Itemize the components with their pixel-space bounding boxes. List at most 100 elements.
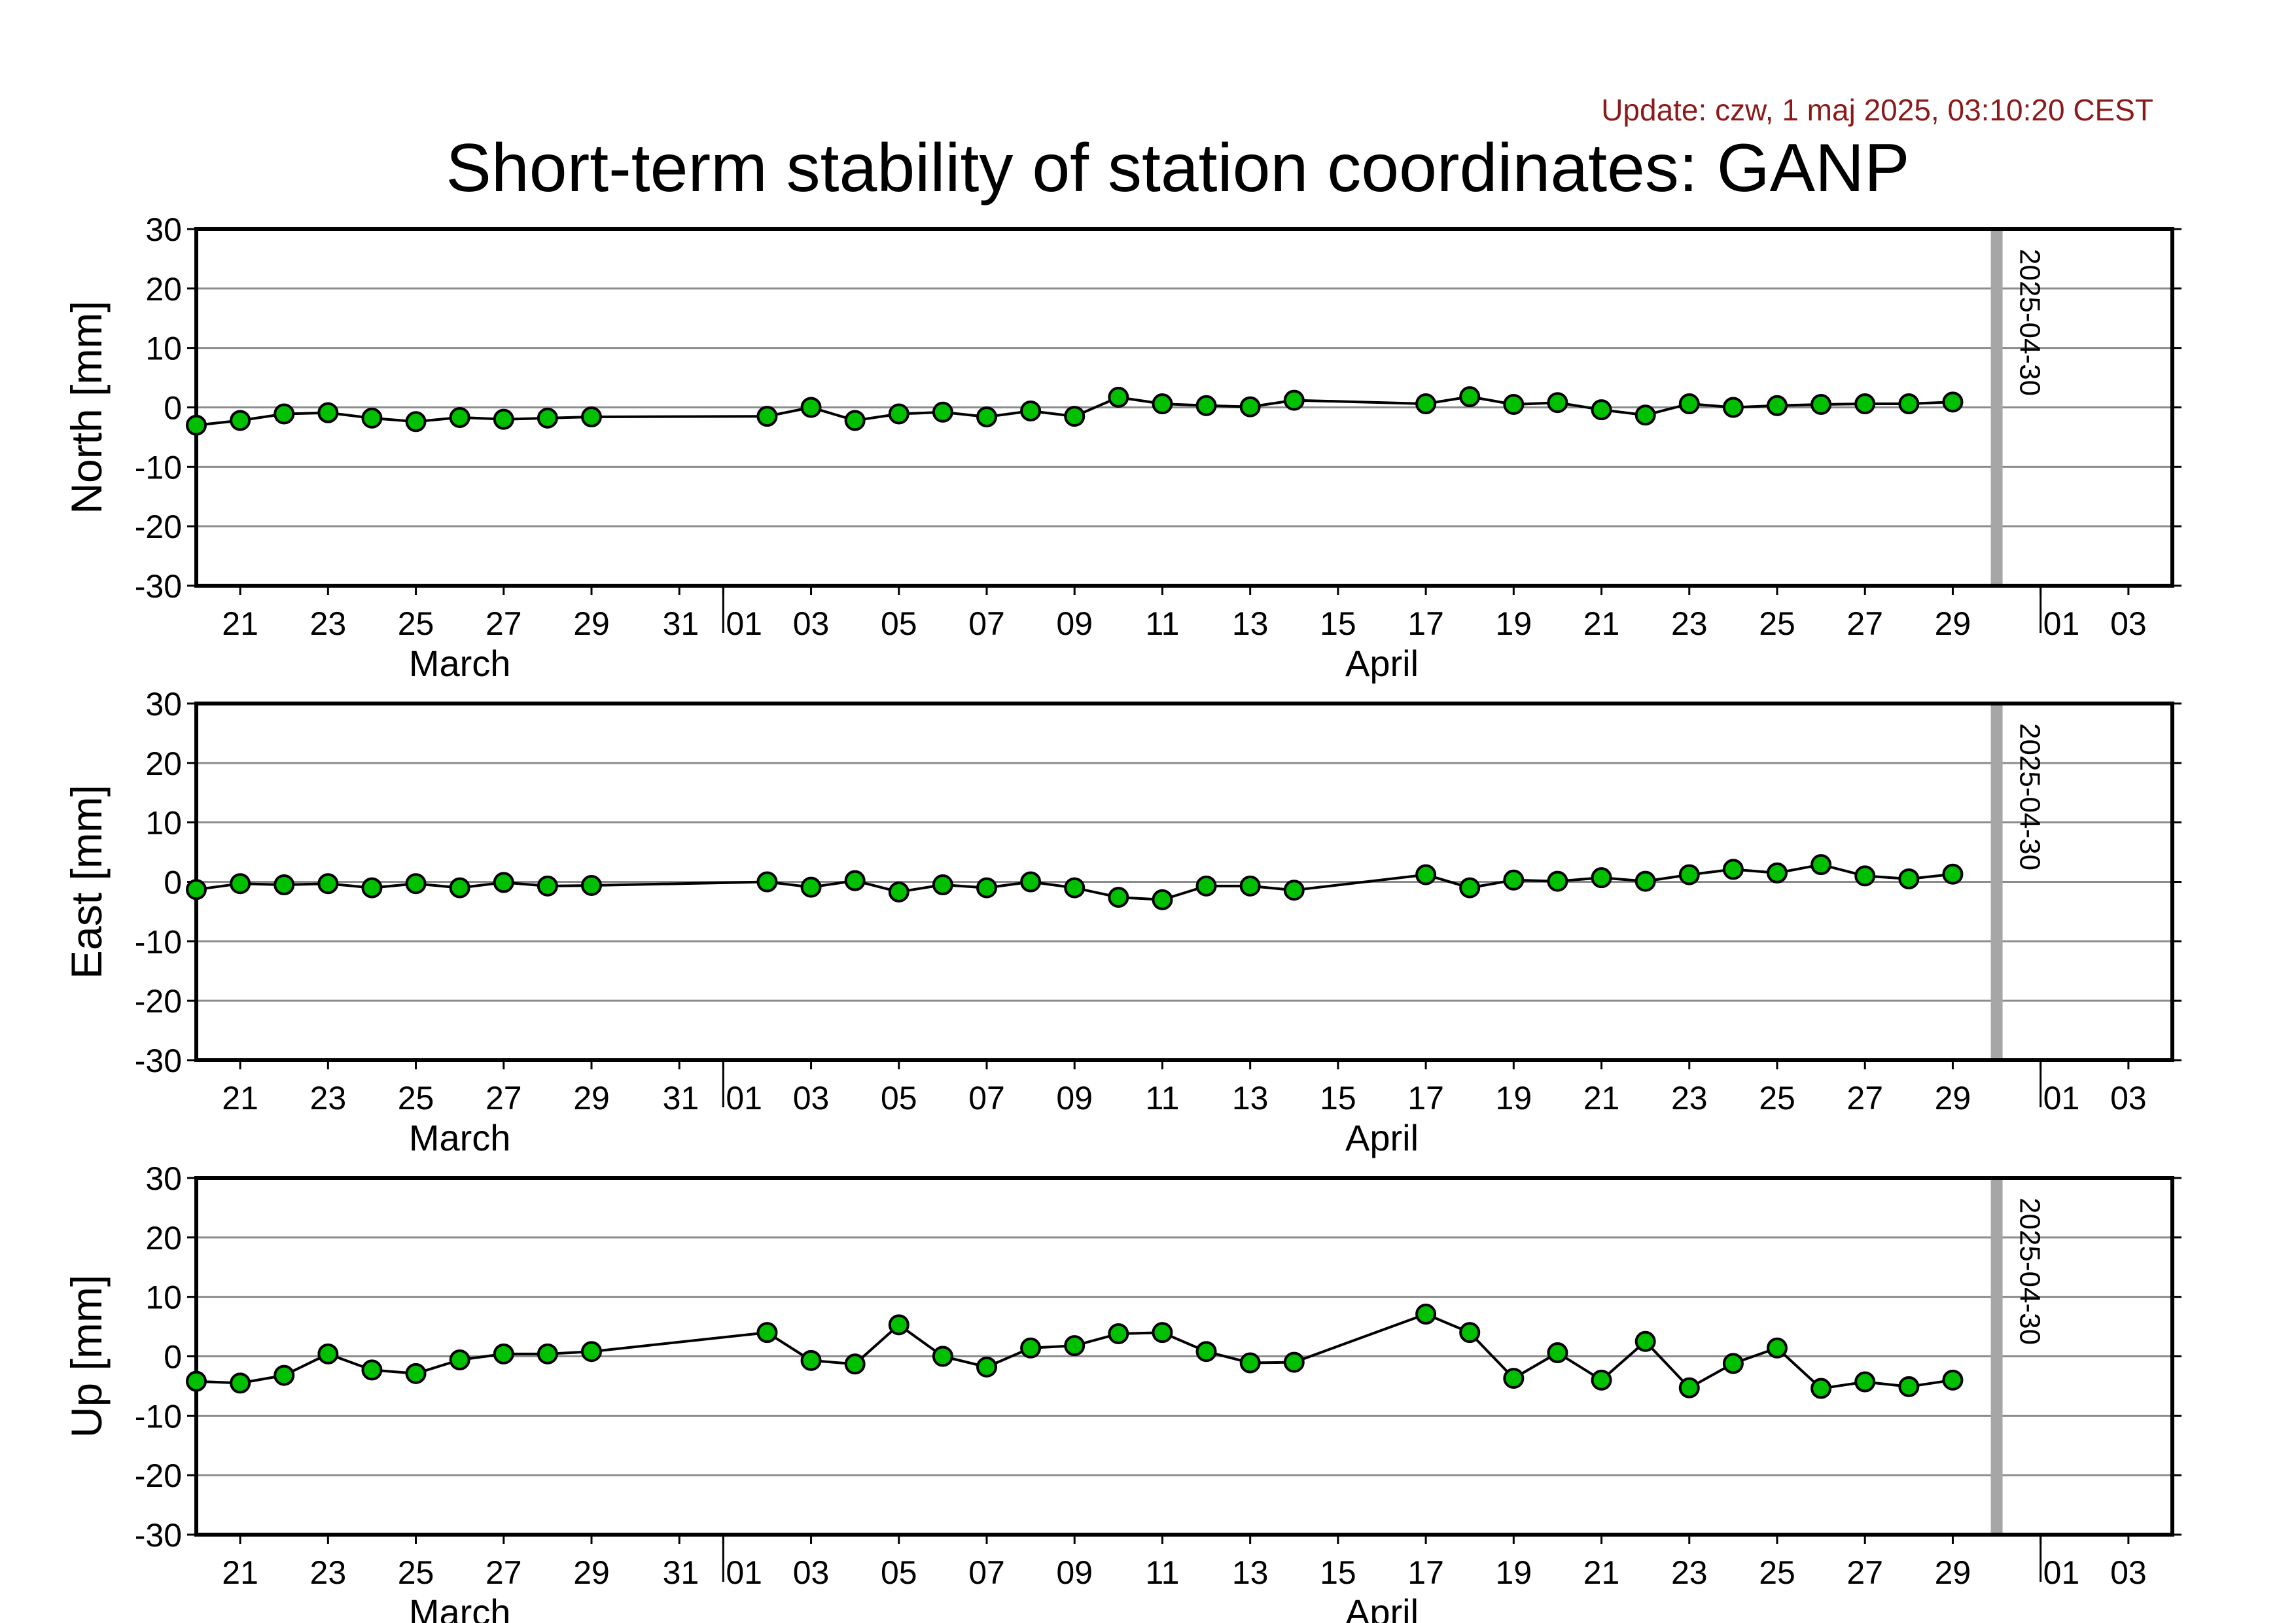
data-point xyxy=(230,873,251,895)
x-tick-label: 03 xyxy=(793,1554,830,1591)
x-tick-label: 07 xyxy=(968,1554,1005,1591)
x-tick-label: 01 xyxy=(2043,1554,2080,1591)
y-tick-label: 20 xyxy=(145,1220,182,1257)
x-tick-label: 23 xyxy=(310,1554,347,1591)
x-tick-label: 29 xyxy=(1935,1554,1971,1591)
x-tick-label: 03 xyxy=(793,1080,830,1116)
y-tick-label: 0 xyxy=(164,390,182,427)
x-tick-label: 23 xyxy=(310,605,347,642)
y-axis-label: North [mm] xyxy=(62,300,111,514)
x-tick-label: 27 xyxy=(486,1554,522,1591)
x-tick-label: 07 xyxy=(968,1080,1005,1116)
x-tick-label: 17 xyxy=(1407,1080,1444,1116)
data-point xyxy=(1678,393,1700,415)
data-point xyxy=(1591,1369,1612,1391)
x-tick-label: 21 xyxy=(222,1080,258,1116)
data-point xyxy=(844,870,866,891)
x-tick-label: 17 xyxy=(1407,605,1444,642)
data-point xyxy=(186,879,207,901)
data-point xyxy=(317,402,339,423)
x-tick-label: 15 xyxy=(1320,1080,1356,1116)
data-point xyxy=(756,1322,778,1344)
x-tick-label: 25 xyxy=(398,1554,434,1591)
x-tick-label: 27 xyxy=(486,605,522,642)
panels-container: 30 20 10 0 -10 -20 -30 North [mm] 2025-04-30 21 23… xyxy=(62,211,2181,1623)
x-tick-label: 09 xyxy=(1056,605,1093,642)
x-tick-label: 25 xyxy=(1759,1554,1795,1591)
x-tick-label: 05 xyxy=(881,1554,917,1591)
data-point xyxy=(1195,1341,1217,1363)
data-point xyxy=(1898,868,1920,889)
data-point xyxy=(932,874,953,896)
data-point xyxy=(1591,399,1612,421)
y-tick-label: -20 xyxy=(135,508,182,545)
y-tick-label: 30 xyxy=(145,686,182,722)
marker-label: 2025-04-30 xyxy=(2014,1198,2046,1345)
y-tick-label: 20 xyxy=(145,271,182,308)
data-point xyxy=(1810,1378,1832,1399)
data-point xyxy=(1108,387,1129,408)
data-point xyxy=(581,874,602,896)
data-point xyxy=(361,407,383,429)
x-tick-label: 27 xyxy=(486,1080,522,1116)
x-tick-label: 01 xyxy=(2043,605,2080,642)
marker-label: 2025-04-30 xyxy=(2014,723,2046,870)
x-tick-label: 25 xyxy=(1759,1080,1795,1116)
data-point xyxy=(1942,863,1964,885)
data-point xyxy=(976,406,997,428)
x-tick-label: 25 xyxy=(398,605,434,642)
data-point xyxy=(1239,1352,1261,1374)
data-point xyxy=(1678,1377,1700,1399)
data-point xyxy=(888,403,910,425)
data-point xyxy=(1020,400,1042,421)
data-point xyxy=(932,1346,953,1367)
data-point xyxy=(1283,880,1305,901)
month-label: March xyxy=(409,1592,511,1623)
x-tick-label: 21 xyxy=(222,605,258,642)
x-tick-label: 05 xyxy=(881,1080,917,1116)
x-tick-label: 01 xyxy=(726,1080,762,1116)
data-point xyxy=(1942,391,1964,413)
data-point xyxy=(361,1359,383,1381)
x-tick-label: 09 xyxy=(1056,1080,1093,1116)
data-point xyxy=(1547,392,1568,414)
data-point xyxy=(581,1341,602,1363)
data-point xyxy=(1195,875,1217,897)
data-point xyxy=(1064,406,1086,427)
y-axis-label: East [mm] xyxy=(62,785,111,979)
x-tick-label: 25 xyxy=(398,1080,434,1116)
data-point xyxy=(888,1314,910,1336)
x-tick-label: 11 xyxy=(1145,605,1179,642)
x-tick-label: 15 xyxy=(1320,605,1356,642)
x-tick-label: 29 xyxy=(573,1080,610,1116)
data-point xyxy=(1854,393,1876,415)
data-point xyxy=(1239,875,1261,897)
y-tick-label: 20 xyxy=(145,745,182,782)
data-point xyxy=(1810,393,1832,415)
x-tick-label: 13 xyxy=(1232,1554,1269,1591)
x-tick-label: 29 xyxy=(1935,1080,1971,1116)
month-label: March xyxy=(409,1117,511,1158)
month-label: April xyxy=(1345,1117,1419,1158)
y-tick-label: -30 xyxy=(135,1517,182,1554)
data-point xyxy=(1195,395,1217,416)
x-tick-label: 21 xyxy=(1583,1554,1620,1591)
data-point xyxy=(756,406,778,427)
x-tick-label: 01 xyxy=(2043,1080,2080,1116)
x-tick-label: 19 xyxy=(1496,1554,1532,1591)
data-point xyxy=(888,881,910,902)
data-point xyxy=(1722,1353,1744,1374)
x-tick-label: 01 xyxy=(726,1554,762,1591)
x-tick-label: 23 xyxy=(1671,605,1708,642)
data-point xyxy=(800,397,822,418)
x-tick-label: 25 xyxy=(1759,605,1795,642)
y-tick-label: 10 xyxy=(145,330,182,367)
x-tick-label: 29 xyxy=(573,1554,610,1591)
data-point xyxy=(361,877,383,899)
data-point xyxy=(1722,397,1744,418)
data-point xyxy=(1152,393,1173,415)
data-point xyxy=(537,407,558,429)
data-point xyxy=(844,410,866,431)
x-tick-label: 03 xyxy=(2110,1554,2147,1591)
data-point xyxy=(1503,1368,1525,1389)
